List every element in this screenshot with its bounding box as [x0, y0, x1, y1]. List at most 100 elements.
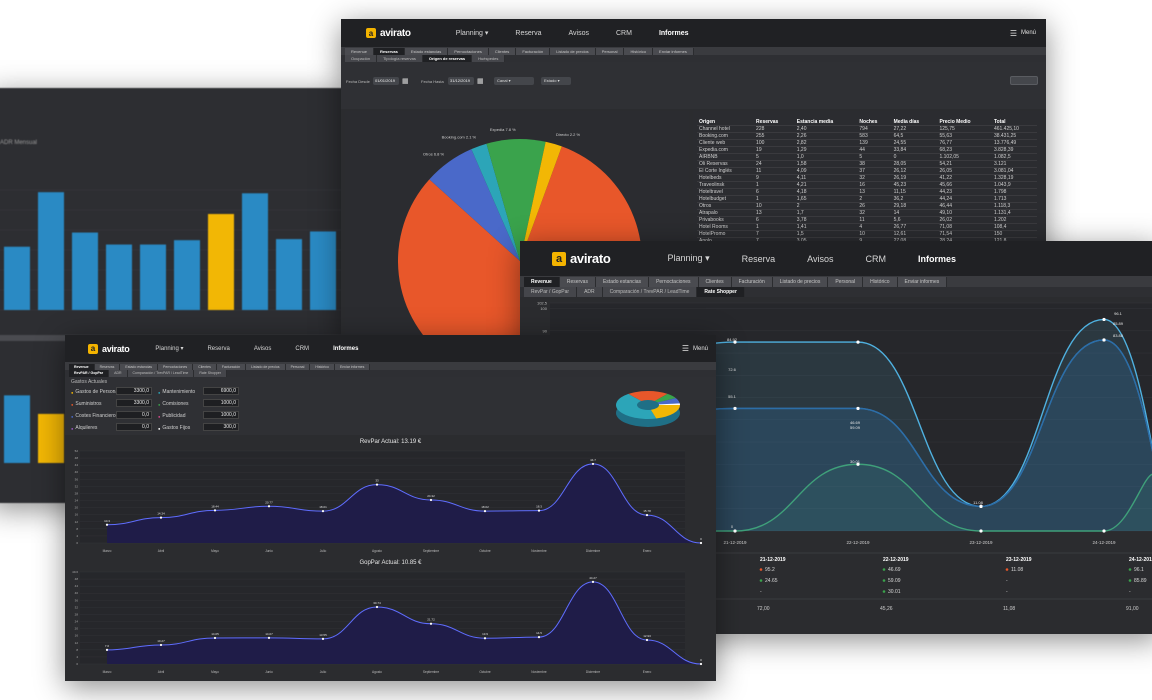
tab-hist-rico[interactable]: Histórico	[624, 48, 654, 55]
filter-desde-input[interactable]: 01/01/2019	[373, 77, 399, 85]
nav-planning[interactable]: Planning ▾	[155, 345, 183, 352]
table-header[interactable]: Estancia media	[794, 119, 858, 126]
table-row[interactable]: Otros 10 2 26 29,18 46,44 1.118,3	[697, 202, 1037, 210]
subtab-adr[interactable]: ADR	[109, 370, 128, 377]
cost-input[interactable]: 0,0	[116, 411, 152, 419]
tab-listado-de-precios[interactable]: Listado de precios	[550, 48, 596, 55]
subtab-comparaci-n-trevpar-leadtime[interactable]: Comparación / TrevPAR / LeadTime	[602, 287, 698, 297]
tab-enviar-informes[interactable]: Enviar informes	[897, 277, 948, 287]
table-row[interactable]: Cliente web 100 2,82 139 24,55 76,77 13.776,49	[697, 139, 1037, 147]
tab-clientes[interactable]: Clientes	[698, 277, 732, 287]
tab-estado-estancias[interactable]: Estado estancias	[404, 48, 449, 55]
tab-personal[interactable]: Personal	[595, 48, 625, 55]
cost-input[interactable]: 3300,0	[116, 387, 152, 395]
cost-input[interactable]: 300,0	[203, 423, 239, 431]
tab-reservas[interactable]: Reservas	[559, 277, 596, 287]
table-row[interactable]: HotelPromo 7 1,5 10 12,61 71,54 150	[697, 230, 1037, 238]
subtab-rate-shopper[interactable]: Rate Shopper	[194, 370, 227, 377]
table-row[interactable]: Atrapalo 13 1,7 32 14 49,10 1.131,4	[697, 209, 1037, 217]
table-row[interactable]: Privabooks 6 3,78 11 5,6 26,02 1.202	[697, 216, 1037, 224]
subtab-comparaci-n-trevpar-leadtime[interactable]: Comparación / TrevPAR / LeadTime	[127, 370, 195, 377]
menu-button[interactable]: ☰ Menú	[1010, 29, 1036, 38]
nav-reserva[interactable]: Reserva	[515, 29, 542, 37]
subtab-adr[interactable]: ADR	[577, 287, 603, 297]
nav-avisos[interactable]: Avisos	[807, 253, 834, 264]
cost-input[interactable]: 3300,0	[116, 399, 152, 407]
tab-revenue[interactable]: Revenue	[524, 277, 560, 287]
tab-listado-de-precios[interactable]: Listado de precios	[246, 364, 286, 370]
table-row[interactable]: Hotelbudget 1 1,65 2 36,2 44,24 1.713	[697, 195, 1037, 203]
nav-avisos[interactable]: Avisos	[253, 345, 272, 352]
tab-facturaci-n[interactable]: Facturación	[216, 364, 247, 370]
table-row[interactable]: AIRBNB 5 1,0 5 0 1.102,05 1.082,5	[697, 153, 1037, 161]
nav-reserva[interactable]: Reserva	[741, 253, 776, 264]
tab-clientes[interactable]: Clientes	[488, 48, 517, 55]
tab-facturaci-n[interactable]: Facturación	[516, 48, 551, 55]
tab-enviar-informes[interactable]: Enviar informes	[653, 48, 694, 55]
table-header[interactable]: Reservas	[754, 119, 795, 126]
tab-facturaci-n[interactable]: Facturación	[731, 277, 773, 287]
nav-avisos[interactable]: Avisos	[568, 29, 590, 37]
cost-input[interactable]: 1000,0	[203, 399, 239, 407]
table-row[interactable]: Expedia.com 19 1,29 44 33,84 68,23 3.828,39	[697, 146, 1037, 154]
subtab-rate-shopper[interactable]: Rate Shopper	[697, 287, 745, 297]
subtab-ocupaci-n[interactable]: Ocupación	[345, 55, 378, 62]
rate-logo[interactable]: a avirato	[552, 251, 611, 266]
subtab-origen-de-reservas[interactable]: Origen de reservas	[422, 55, 473, 62]
table-row[interactable]: Hotel Rooms 1 1,41 4 26,77 71,08 108,4	[697, 223, 1037, 231]
table-header[interactable]: Media días	[891, 119, 938, 126]
tab-estado-estancias[interactable]: Estado estancias	[120, 364, 159, 370]
cost-input[interactable]: 1000,0	[203, 411, 239, 419]
tab-hist-rico[interactable]: Histórico	[310, 364, 336, 370]
subtab-revpar-goppar[interactable]: RevPAR / GopPar	[69, 370, 110, 377]
tab-hist-rico[interactable]: Histórico	[863, 277, 898, 287]
tab-estado-estancias[interactable]: Estado estancias	[595, 277, 650, 287]
tab-enviar-informes[interactable]: Enviar informes	[335, 364, 371, 370]
export-button[interactable]	[1010, 76, 1038, 85]
tab-pernoctaciones[interactable]: Pernoctaciones	[158, 364, 194, 370]
filter-estado-select[interactable]: Estado ▾	[541, 77, 571, 85]
tab-pernoctaciones[interactable]: Pernoctaciones	[448, 48, 489, 55]
table-row[interactable]: Booking.com 255 2,26 583 64,5 55,63 38.431,25	[697, 132, 1037, 140]
subtab-tipolog-a-reservas[interactable]: Tipología reservas	[377, 55, 423, 62]
filter-hasta-input[interactable]: 31/12/2019	[448, 77, 474, 85]
nav-crm[interactable]: CRM	[865, 253, 886, 264]
tab-pernoctaciones[interactable]: Pernoctaciones	[649, 277, 699, 287]
nav-informes[interactable]: Informes	[917, 253, 956, 264]
table-row[interactable]: Hoteltravel 6 4,18 13 11,15 44,23 1.798	[697, 188, 1037, 196]
filter-canal-select[interactable]: Canal ▾	[494, 77, 534, 85]
tab-revenue[interactable]: Revenue	[345, 48, 375, 55]
table-row[interactable]: Channel hotel 228 2,40 794 27,22 125,75 461.42…	[697, 125, 1037, 133]
tab-personal[interactable]: Personal	[828, 277, 864, 287]
pie-logo[interactable]: a avirato	[366, 28, 411, 39]
cost-input[interactable]: 6900,0	[203, 387, 239, 395]
table-header[interactable]: Origen	[697, 119, 755, 126]
nav-crm[interactable]: CRM	[616, 29, 632, 37]
nav-crm[interactable]: CRM	[295, 345, 310, 352]
nav-reserva[interactable]: Reserva	[207, 345, 230, 352]
front-logo[interactable]: a avirato	[88, 343, 130, 354]
tab-reservas[interactable]: Reservas	[374, 48, 405, 55]
tab-reservas[interactable]: Reservas	[94, 364, 121, 370]
subtab-hu-spedes[interactable]: Huéspedes	[472, 55, 506, 62]
tab-revenue[interactable]: Revenue	[69, 364, 95, 370]
nav-planning[interactable]: Planning ▾	[456, 29, 489, 37]
table-header[interactable]: Noches	[857, 119, 892, 126]
table-row[interactable]: Hotelbeds 9 4,11 32 26,19 41,22 1.328,19	[697, 174, 1037, 182]
tab-personal[interactable]: Personal	[285, 364, 311, 370]
nav-planning[interactable]: Planning ▾	[668, 253, 710, 264]
calendar-icon[interactable]: ▦	[402, 78, 409, 85]
table-row[interactable]: Traveolinsk 1 4,21 16 45,23 45,66 1.043,9	[697, 181, 1037, 189]
menu-button[interactable]: ☰ Menú	[682, 344, 708, 353]
tab-clientes[interactable]: Clientes	[193, 364, 217, 370]
nav-informes[interactable]: Informes	[658, 29, 689, 37]
table-header[interactable]: Total	[991, 119, 1037, 126]
calendar-icon[interactable]: ▦	[477, 78, 484, 85]
table-row[interactable]: Oli Reservas 24 1,58 38 28,05 54,21 3.121	[697, 160, 1037, 168]
table-header[interactable]: Precio Medio	[937, 119, 992, 126]
table-row[interactable]: El Corte Inglés 11 4,09 37 26,12 26,05 3.081,0…	[697, 167, 1037, 175]
cost-input[interactable]: 0,0	[116, 423, 152, 431]
subtab-revpar-goppar[interactable]: RevPar / GopPar	[524, 287, 578, 297]
tab-listado-de-precios[interactable]: Listado de precios	[772, 277, 829, 287]
nav-informes[interactable]: Informes	[333, 345, 359, 352]
